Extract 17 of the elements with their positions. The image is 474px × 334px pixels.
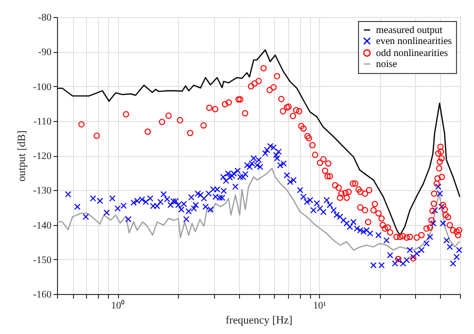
y-tick-label: -90 — [38, 47, 52, 58]
legend-label: even nonlinearities — [376, 36, 452, 47]
y-tick-label: -140 — [33, 220, 52, 232]
y-axis-title: output [dB] — [16, 130, 28, 182]
y-tick-label: -100 — [33, 82, 52, 93]
legend-label: noise — [376, 59, 398, 70]
y-tick-label: -160 — [33, 290, 52, 300]
y-tick-label: -130 — [33, 186, 52, 197]
legend-label: odd nonlinearities — [376, 48, 448, 59]
x-axis-title: frequency [Hz] — [226, 314, 292, 326]
y-tick-label: -80 — [38, 12, 52, 24]
legend-label: measured output — [376, 25, 443, 36]
y-tick-label: -150 — [33, 254, 52, 266]
x-tick-label: 10⁰ — [111, 300, 126, 312]
x-tick-label: 10¹ — [313, 300, 326, 312]
y-tick-label: -110 — [34, 116, 52, 128]
y-tick-label: -120 — [33, 151, 52, 162]
